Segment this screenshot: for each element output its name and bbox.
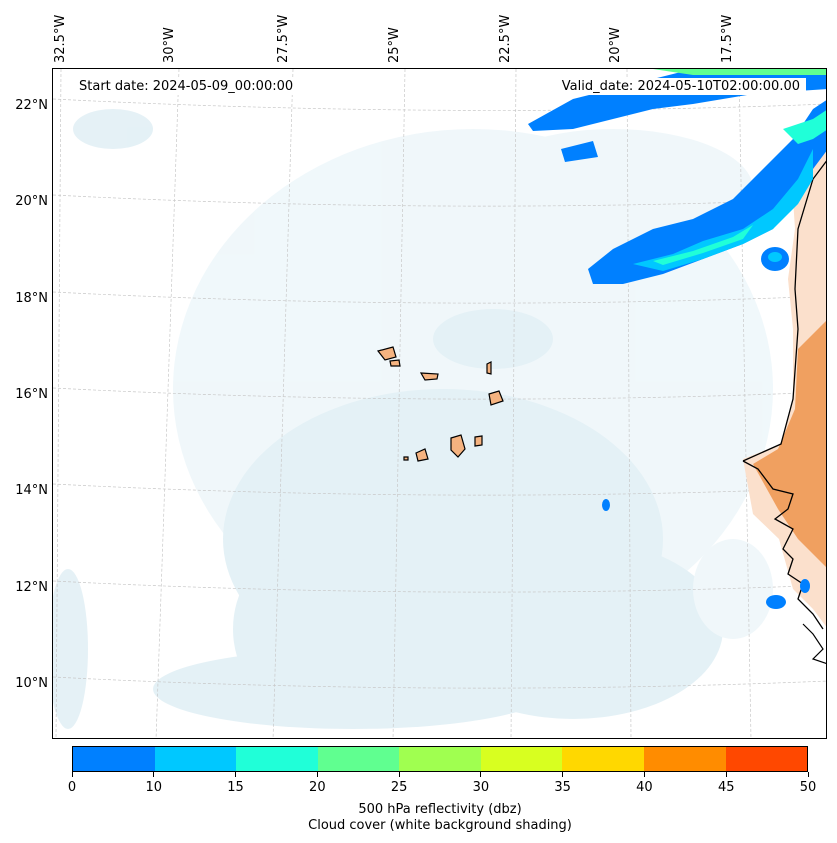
colorbar: [72, 746, 808, 772]
colorbar-segment: [480, 747, 563, 771]
colorbar-tick-label: 20: [309, 780, 326, 795]
lon-label-25w: 25°W: [387, 27, 402, 63]
colorbar-label-reflectivity: 500 hPa reflectivity (dbz): [358, 802, 522, 817]
lon-label-30w: 30°W: [162, 27, 177, 63]
colorbar-tick-label: 35: [554, 780, 571, 795]
valid-date-label: Valid_date: 2024-05-10T02:00:00.00: [555, 78, 806, 95]
colorbar-tick-mark: [562, 772, 564, 777]
lon-label-27-5w: 27.5°W: [276, 14, 291, 63]
colorbar-segment: [725, 747, 808, 771]
lat-label-12n: 12°N: [15, 580, 48, 595]
colorbar-tick-label: 50: [799, 780, 817, 795]
colorbar-tick-mark: [398, 772, 400, 777]
colorbar-tick-mark: [725, 772, 727, 777]
lon-label-32-5w: 32.5°W: [53, 14, 68, 63]
colorbar-tick-mark: [643, 772, 645, 777]
colorbar-tick-mark: [235, 772, 237, 777]
colorbar-segment: [236, 747, 318, 771]
colorbar-tick-label: 25: [390, 780, 408, 795]
map-canvas: [53, 69, 826, 738]
lon-label-17-5w: 17.5°W: [720, 14, 735, 63]
colorbar-tick-mark: [807, 772, 809, 777]
colorbar-segment: [643, 747, 726, 771]
graticule: [53, 69, 826, 738]
lat-label-20n: 20°N: [15, 194, 48, 209]
cloud-cover-layer: [53, 109, 773, 729]
colorbar-tick-mark: [316, 772, 318, 777]
map-panel: Start date: 2024-05-09_00:00:00 Valid_da…: [52, 68, 827, 739]
colorbar-tick-mark: [480, 772, 482, 777]
cape-verde-islands: [376, 346, 504, 462]
colorbar-tick-label: 45: [717, 780, 735, 795]
lon-label-22-5w: 22.5°W: [498, 14, 513, 63]
lat-label-18n: 18°N: [15, 291, 48, 306]
colorbar-tick-label: 30: [472, 780, 490, 795]
colorbar-tick-label: 15: [227, 780, 244, 795]
colorbar-segment: [73, 747, 155, 771]
colorbar-tick-mark: [153, 772, 155, 777]
colorbar-segment: [154, 747, 237, 771]
colorbar-tick-mark: [71, 772, 73, 777]
start-date-label: Start date: 2024-05-09_00:00:00: [73, 78, 300, 95]
colorbar-tick-label: 10: [145, 780, 163, 795]
colorbar-label-cloud-cover: Cloud cover (white background shading): [308, 818, 572, 833]
colorbar-segment: [562, 747, 644, 771]
colorbar-tick-label: 40: [636, 780, 653, 795]
lat-label-14n: 14°N: [15, 483, 48, 498]
lat-label-16n: 16°N: [15, 387, 48, 402]
lat-label-22n: 22°N: [15, 98, 48, 113]
colorbar-segment: [399, 747, 481, 771]
lat-label-10n: 10°N: [15, 676, 48, 691]
africa-landmass: [742, 121, 826, 664]
lon-label-20w: 20°W: [608, 27, 623, 63]
colorbar-tick-label: 0: [67, 780, 77, 795]
colorbar-segment: [317, 747, 400, 771]
